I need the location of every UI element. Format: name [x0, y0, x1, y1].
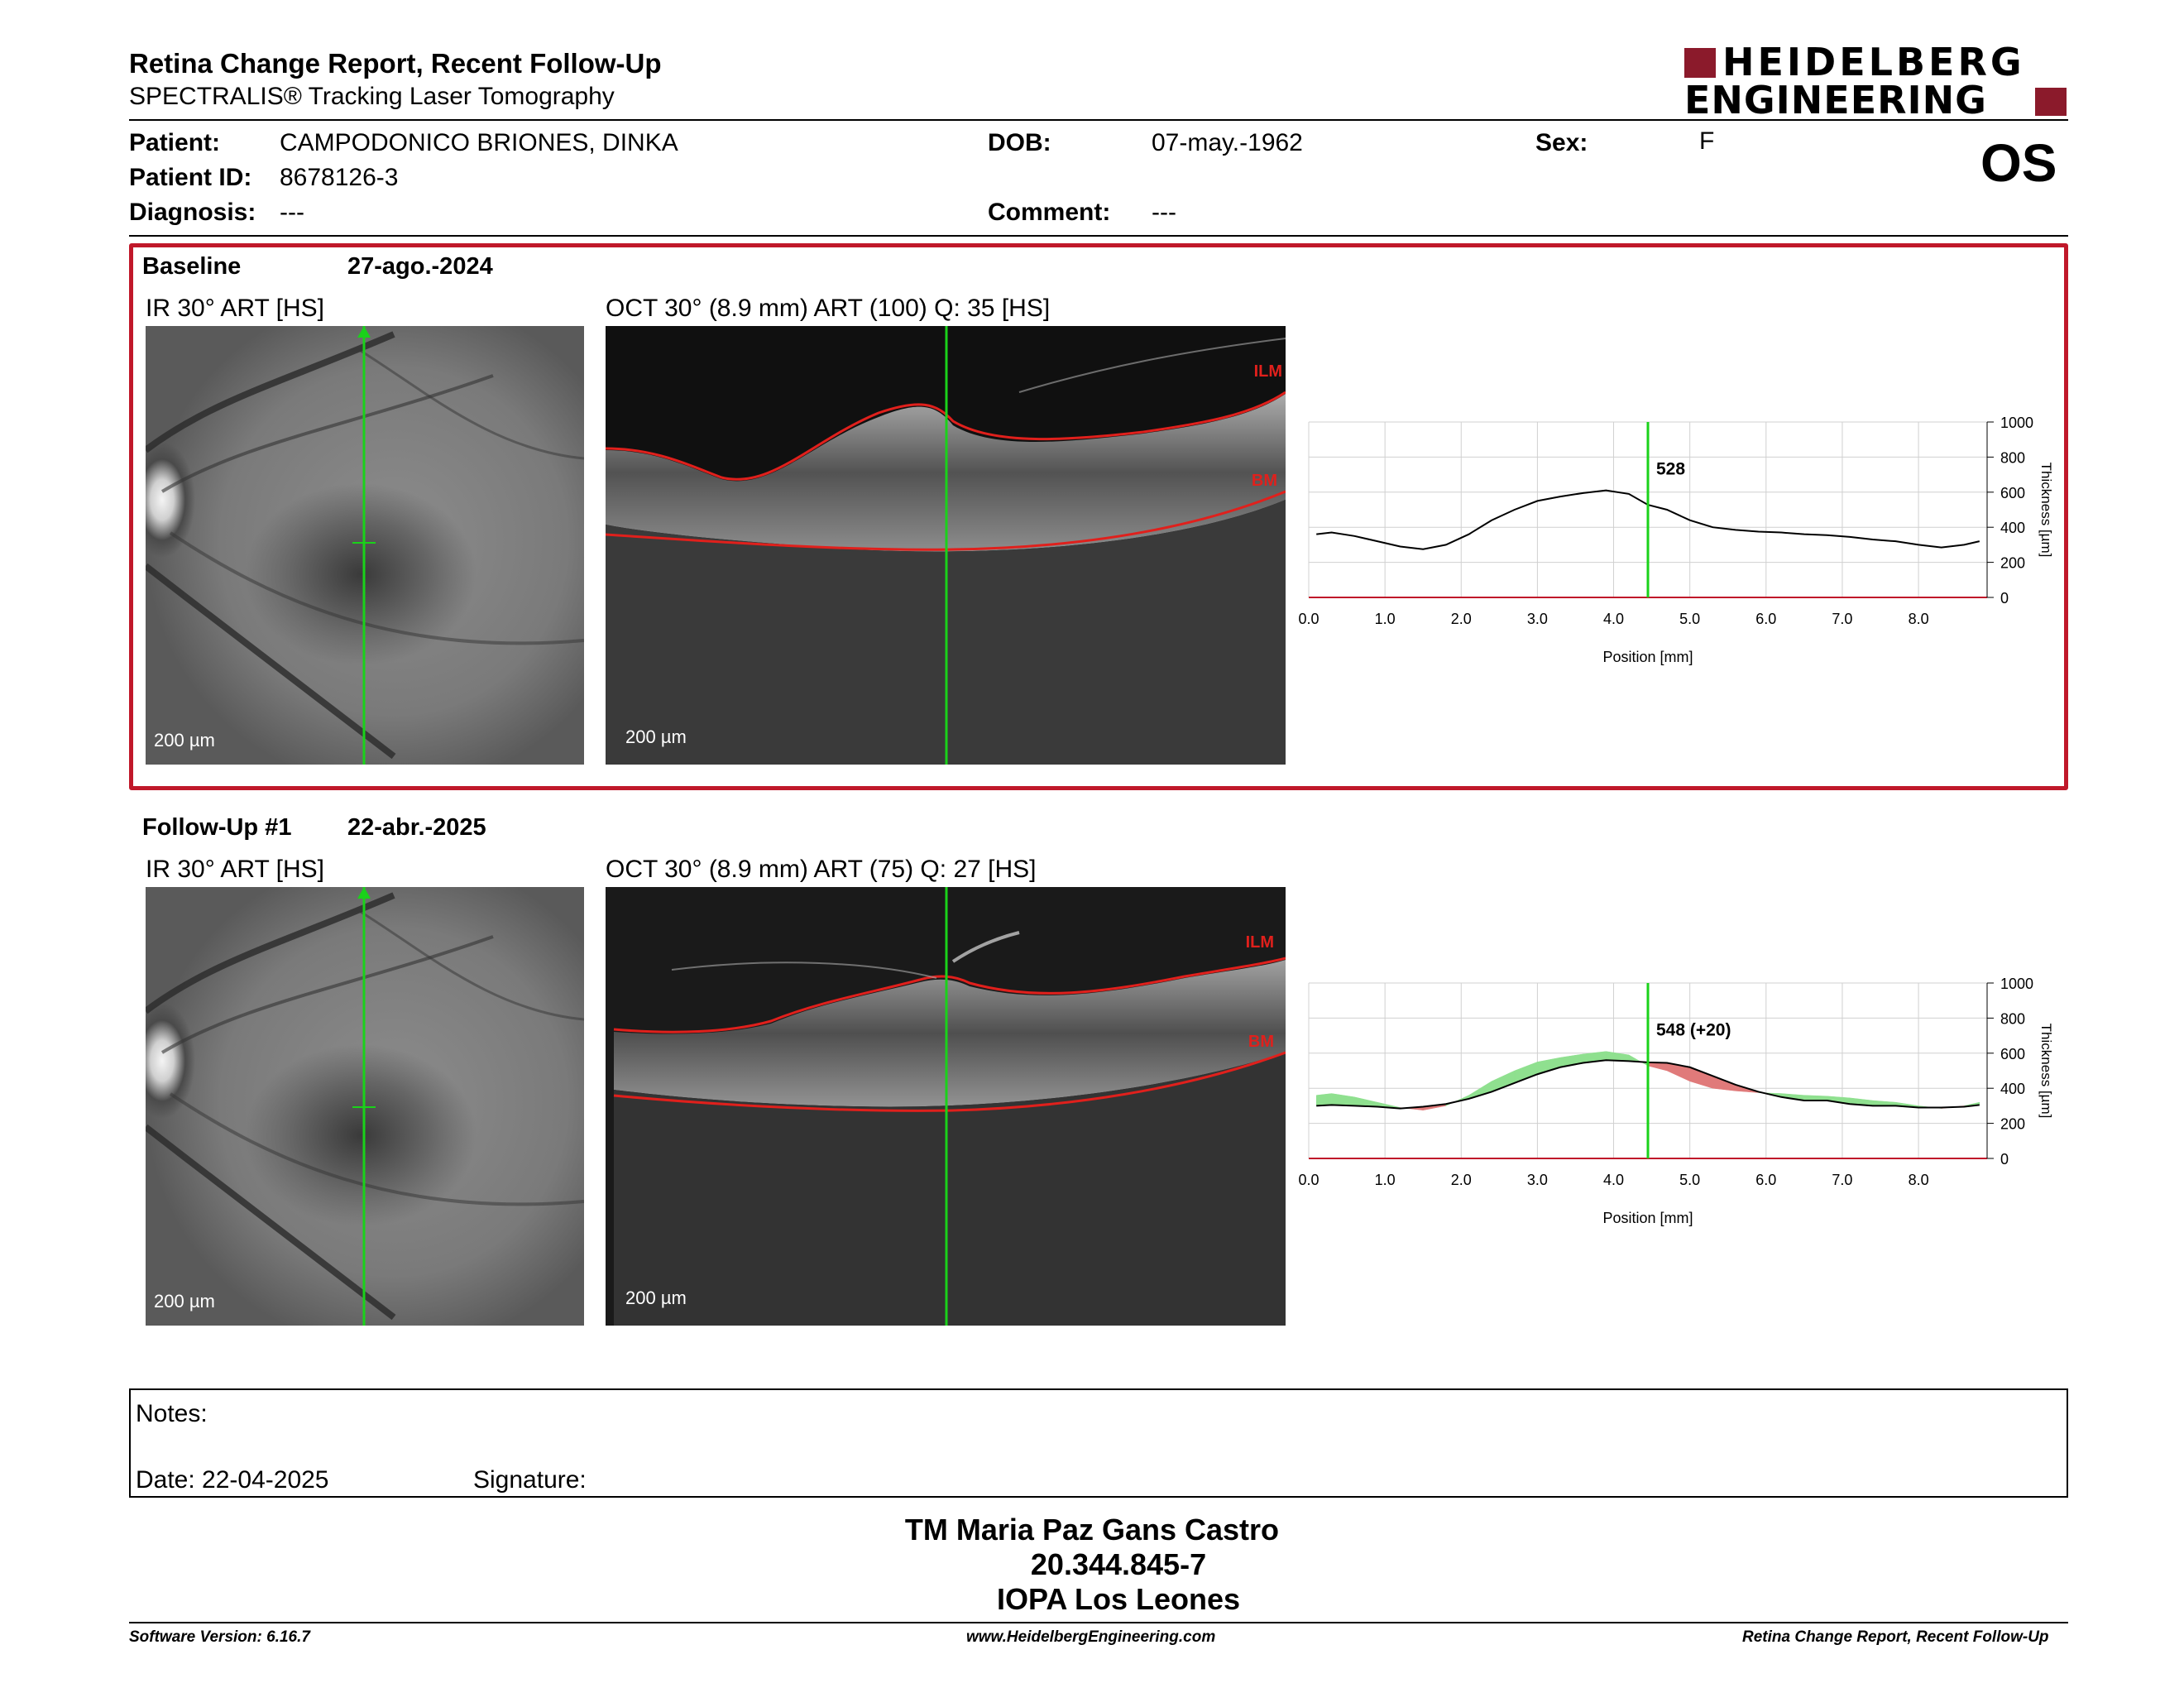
- baseline-ir-caption: IR 30° ART [HS]: [146, 295, 324, 322]
- x-tick-label: 8.0: [1909, 1172, 1929, 1188]
- followup-oct-scalebar: 200 µm: [625, 1288, 687, 1308]
- followup-ilm-label: ILM: [1245, 933, 1274, 952]
- y-axis-label: Thickness [µm]: [2038, 1024, 2054, 1119]
- y-tick-label: 800: [2000, 449, 2025, 466]
- change-area-segment: [1315, 1093, 1332, 1106]
- marker-value-label: 528: [1656, 460, 1685, 479]
- x-axis-label: Position [mm]: [1602, 649, 1693, 665]
- followup-ir-fundus-image[interactable]: 200 µm: [146, 887, 584, 1326]
- x-tick-label: 8.0: [1909, 611, 1929, 627]
- baseline-label: Baseline: [142, 253, 242, 280]
- baseline-frame: [129, 243, 2068, 790]
- x-tick-label: 5.0: [1679, 1172, 1700, 1188]
- baseline-thickness-chart: 0 200 400 600 800 1000 0.0 1.0 2.0 3.0 4.0 5.0 6.0 7.…: [1298, 415, 2054, 665]
- footer-report-name: Retina Change Report, Recent Follow-Up: [1742, 1628, 2049, 1646]
- baseline-oct-scalebar: 200 µm: [625, 727, 687, 747]
- x-tick-label: 1.0: [1375, 611, 1396, 627]
- y-tick-label: 600: [2000, 1046, 2025, 1062]
- y-tick-label: 0: [2000, 590, 2009, 607]
- x-tick-label: 4.0: [1603, 611, 1624, 627]
- followup-bm-label: BM: [1248, 1033, 1274, 1051]
- footer-version: Software Version: 6.16.7: [129, 1628, 310, 1646]
- x-tick-label: 5.0: [1679, 611, 1700, 627]
- eye-indicator: OS: [1980, 133, 2057, 193]
- signature-label: Signature:: [473, 1466, 587, 1494]
- x-tick-label: 2.0: [1451, 1172, 1472, 1188]
- y-axis-label: Thickness [µm]: [2038, 463, 2054, 558]
- patient-label: Patient:: [129, 129, 221, 156]
- baseline-date: 27-ago.-2024: [347, 253, 493, 280]
- x-tick-label: 0.0: [1298, 611, 1319, 627]
- x-tick-label: 6.0: [1755, 1172, 1776, 1188]
- heidelberg-logo: HEIDELBERG ENGINEERING: [1684, 43, 2068, 121]
- x-tick-label: 6.0: [1755, 611, 1776, 627]
- followup-label: Follow-Up #1: [142, 814, 292, 841]
- baseline-ir-scalebar: 200 µm: [154, 730, 215, 750]
- y-tick-label: 0: [2000, 1151, 2009, 1168]
- diagnosis-label: Diagnosis:: [129, 199, 256, 226]
- patient-name: CAMPODONICO BRIONES, DINKA: [280, 129, 678, 156]
- followup-thickness-change-chart: 0 200 400 600 800 1000 0.0 1.0 2.0 3.0 4.0 5.0 6.0 7.…: [1298, 976, 2054, 1226]
- followup-oct-caption: OCT 30° (8.9 mm) ART (75) Q: 27 [HS]: [606, 856, 1037, 883]
- report-subtitle: SPECTRALIS® Tracking Laser Tomography: [129, 83, 615, 110]
- y-tick-label: 800: [2000, 1010, 2025, 1027]
- marker-value-label: 548 (+20): [1656, 1021, 1731, 1040]
- x-tick-label: 2.0: [1451, 611, 1472, 627]
- sex-value: F: [1699, 127, 1715, 155]
- report-title: Retina Change Report, Recent Follow-Up: [129, 48, 662, 79]
- x-tick-label: 4.0: [1603, 1172, 1624, 1188]
- x-tick-label: 1.0: [1375, 1172, 1396, 1188]
- x-axis-label: Position [mm]: [1602, 1210, 1693, 1226]
- baseline-ir-fundus-image[interactable]: 200 µm: [146, 326, 584, 765]
- followup-ir-scalebar: 200 µm: [154, 1291, 215, 1312]
- x-tick-label: 0.0: [1298, 1172, 1319, 1188]
- signer-id: 20.344.845-7: [1030, 1547, 1207, 1581]
- diagnosis-value: ---: [280, 199, 304, 226]
- y-tick-label: 400: [2000, 1081, 2025, 1097]
- notes-label: Notes:: [136, 1400, 208, 1427]
- y-tick-label: 400: [2000, 520, 2025, 536]
- sex-label: Sex:: [1535, 129, 1588, 156]
- x-tick-label: 3.0: [1527, 611, 1548, 627]
- notes-box[interactable]: Notes: Date: 22-04-2025 Signature:: [129, 1388, 2068, 1498]
- dob-label: DOB:: [988, 129, 1051, 156]
- comment-value: ---: [1152, 199, 1176, 226]
- y-tick-label: 1000: [2000, 976, 2033, 992]
- x-tick-label: 7.0: [1832, 611, 1852, 627]
- y-tick-label: 1000: [2000, 415, 2033, 431]
- dob-value: 07-may.-1962: [1152, 129, 1303, 156]
- followup-ir-caption: IR 30° ART [HS]: [146, 856, 324, 883]
- signer-organization: IOPA Los Leones: [996, 1582, 1241, 1616]
- patient-id-label: Patient ID:: [129, 164, 252, 191]
- y-tick-label: 600: [2000, 485, 2025, 501]
- signer-name: TM Maria Paz Gans Castro: [904, 1513, 1280, 1547]
- footer-url[interactable]: www.HeidelbergEngineering.com: [966, 1628, 1216, 1646]
- x-tick-label: 7.0: [1832, 1172, 1852, 1188]
- y-tick-label: 200: [2000, 555, 2025, 572]
- followup-date: 22-abr.-2025: [347, 814, 486, 841]
- baseline-oct-caption: OCT 30° (8.9 mm) ART (100) Q: 35 [HS]: [606, 295, 1051, 322]
- followup-oct-bscan-image[interactable]: ILM BM 200 µm: [606, 887, 1286, 1326]
- notes-date: Date: 22-04-2025: [136, 1466, 329, 1494]
- patient-id: 8678126-3: [280, 164, 399, 191]
- baseline-ilm-label: ILM: [1253, 362, 1282, 381]
- comment-label: Comment:: [988, 199, 1111, 226]
- baseline-oct-bscan-image[interactable]: ILM BM 200 µm: [606, 326, 1286, 765]
- y-tick-label: 200: [2000, 1116, 2025, 1133]
- baseline-bm-label: BM: [1251, 472, 1277, 490]
- x-tick-label: 3.0: [1527, 1172, 1548, 1188]
